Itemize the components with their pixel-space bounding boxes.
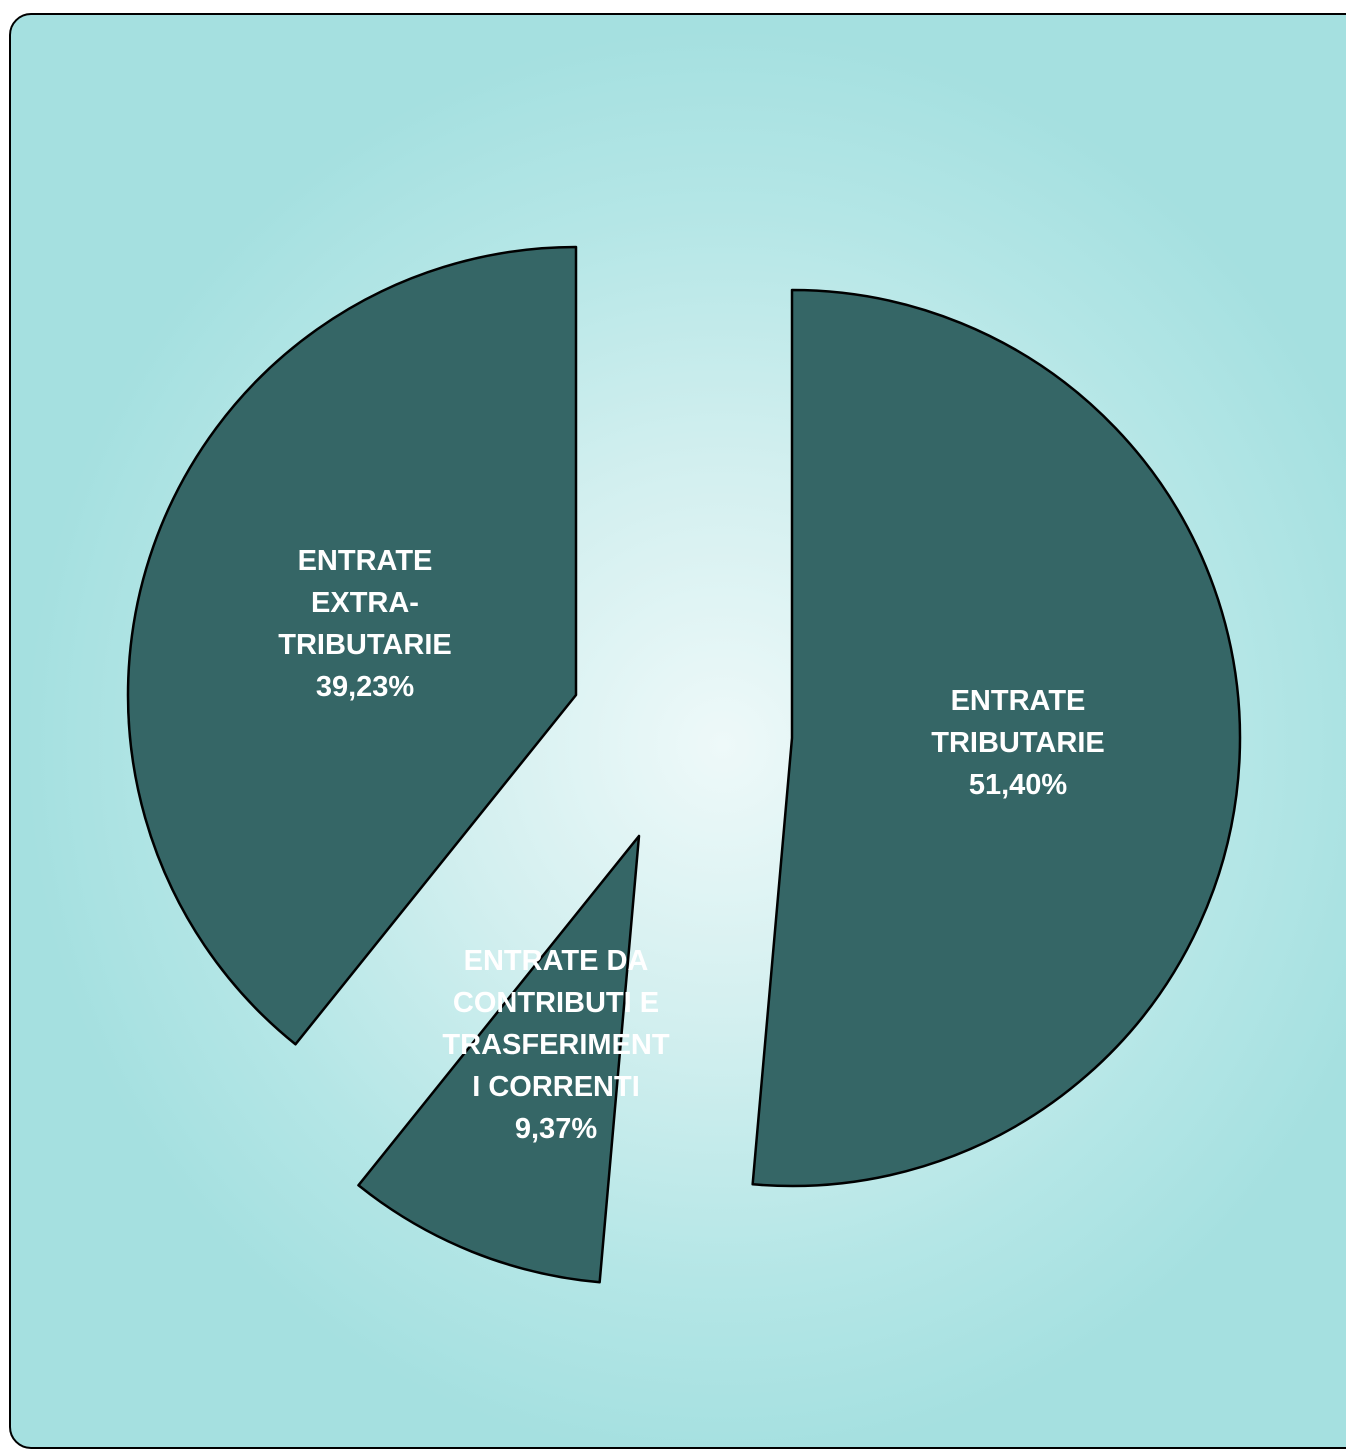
pie-chart: ENTRATE TRIBUTARIE 51,40% ENTRATE DA CONTRIB… (126, 245, 1242, 1284)
slice-label-0: ENTRATE TRIBUTARIE 51,40% (931, 685, 1104, 801)
slice-label-0-line-2: 51,40% (969, 769, 1068, 801)
slice-label-0-line-1: TRIBUTARIE (931, 727, 1104, 759)
slice-label-2-line-1: EXTRA- (311, 587, 419, 619)
slices-layer (126, 245, 1242, 1284)
labels-layer: ENTRATE TRIBUTARIE 51,40% ENTRATE DA CONTRIB… (278, 545, 1104, 1145)
chart-frame: ENTRATE TRIBUTARIE 51,40% ENTRATE DA CONTRIB… (9, 13, 1346, 1449)
slice-label-1-line-4: 9,37% (515, 1113, 597, 1145)
slice-label-2-line-0: ENTRATE (298, 545, 433, 577)
slice-label-1: ENTRATE DA CONTRIBUTI E TRASFERIMENT I CORR… (442, 945, 669, 1145)
pie-slice-0 (751, 288, 1242, 1188)
pie-slice-2 (126, 245, 578, 1046)
slice-label-2-line-3: 39,23% (316, 671, 415, 703)
slice-label-2: ENTRATE EXTRA- TRIBUTARIE 39,23% (278, 545, 451, 703)
slice-label-1-line-2: TRASFERIMENT (442, 1029, 669, 1061)
slice-label-1-line-1: CONTRIBUTI E (453, 987, 659, 1019)
pie-slice-1 (357, 834, 641, 1284)
slice-label-0-line-0: ENTRATE (951, 685, 1086, 717)
slice-label-1-line-3: I CORRENTI (472, 1071, 640, 1103)
slice-label-1-line-0: ENTRATE DA (464, 945, 649, 977)
slice-label-2-line-2: TRIBUTARIE (278, 629, 451, 661)
